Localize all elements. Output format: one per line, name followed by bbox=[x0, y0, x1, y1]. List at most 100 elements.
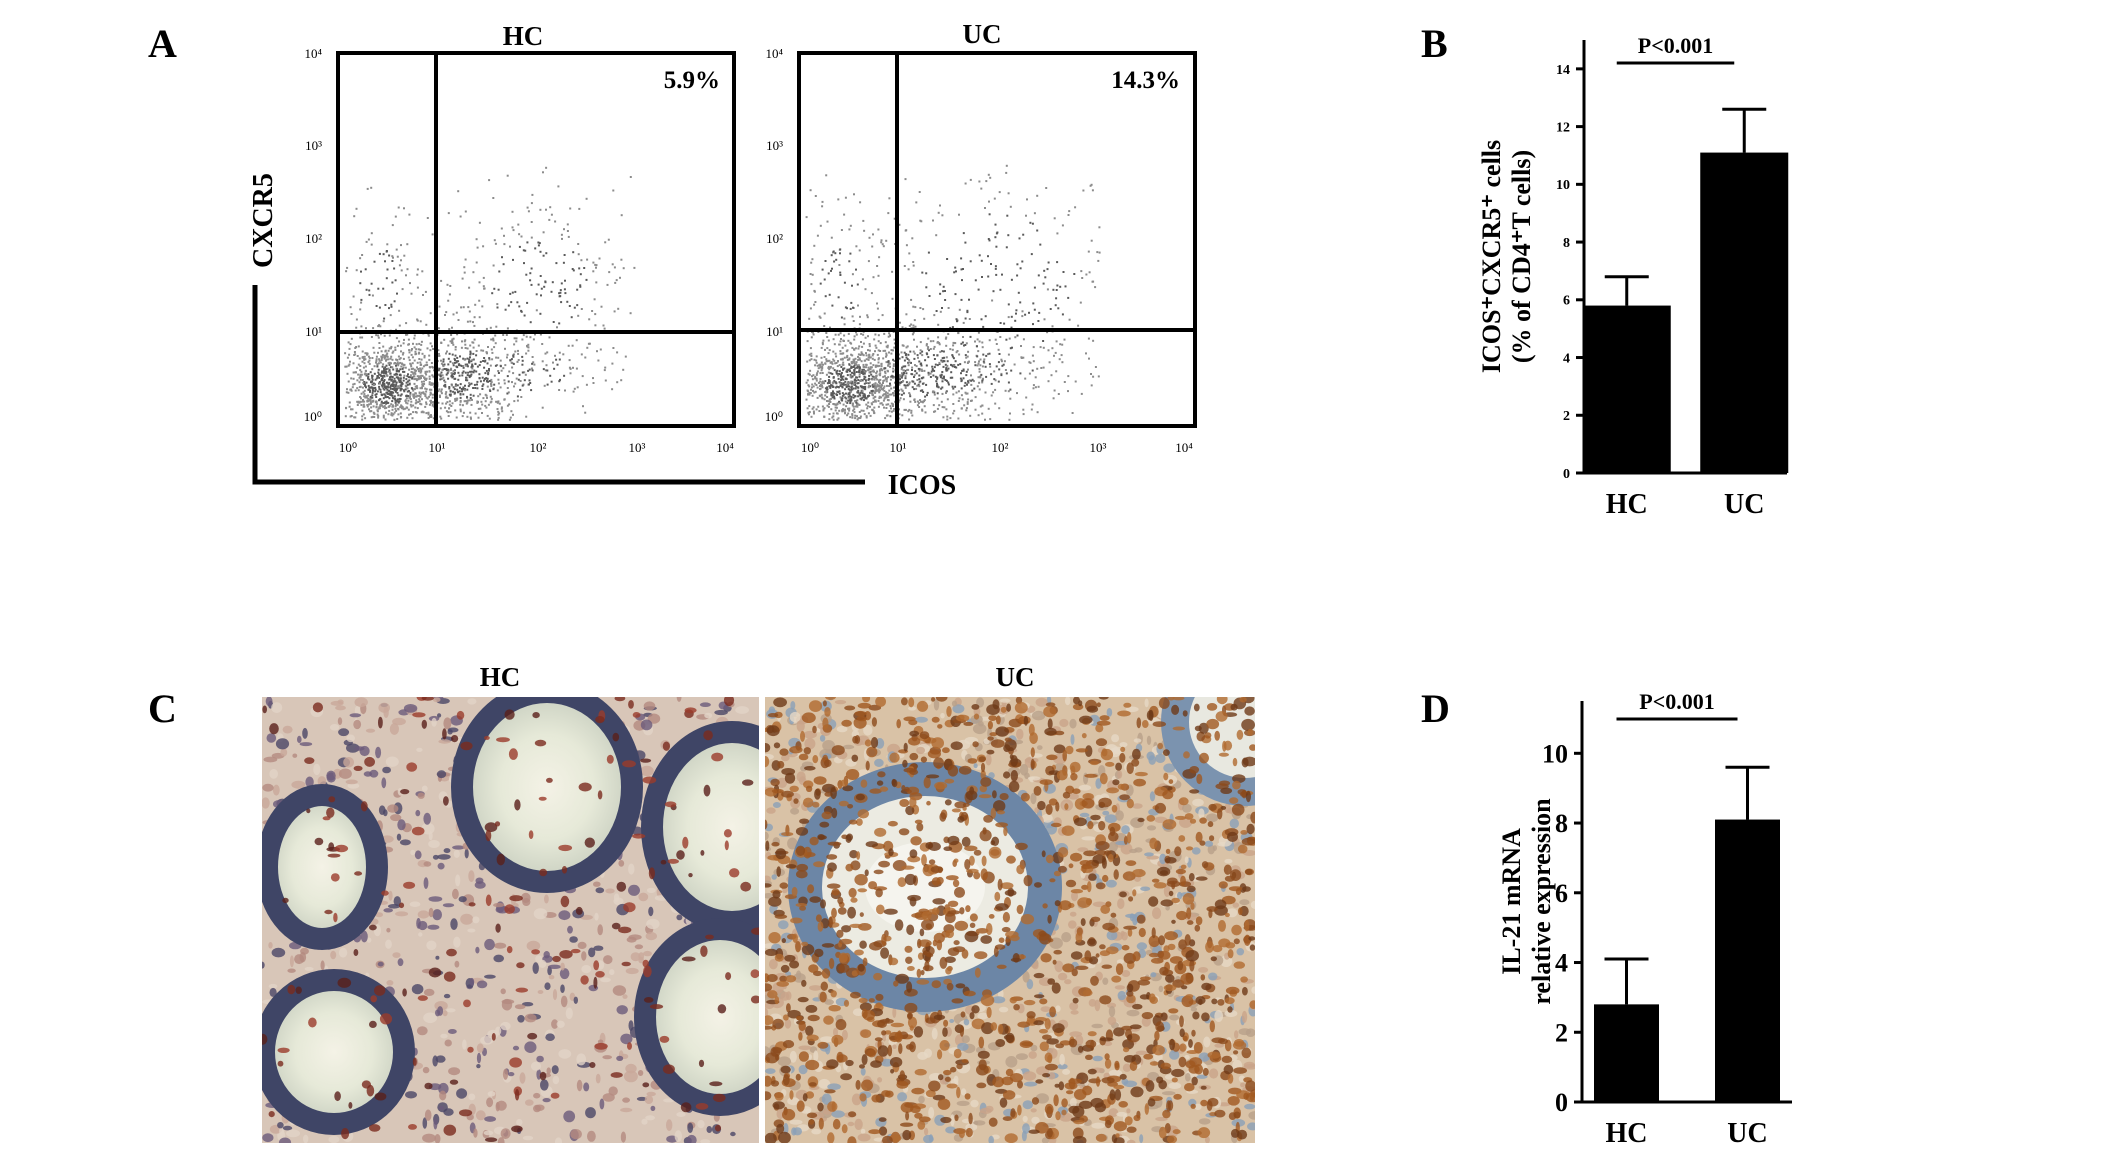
flow-event-dot bbox=[995, 365, 998, 368]
flow-event-dot bbox=[882, 382, 884, 384]
flow-event-dot bbox=[426, 370, 428, 373]
flow-event-dot bbox=[392, 391, 395, 394]
flow-event-dot bbox=[564, 292, 567, 295]
flow-event-dot bbox=[468, 399, 471, 402]
flow-event-dot bbox=[857, 347, 860, 350]
tissue-texture-speck bbox=[451, 735, 459, 743]
flow-event-dot bbox=[931, 365, 934, 368]
tissue-texture-speck bbox=[428, 896, 443, 902]
flow-event-dot bbox=[990, 263, 992, 265]
flow-event-dot bbox=[866, 316, 869, 319]
flow-event-dot bbox=[460, 306, 463, 309]
flow-event-dot bbox=[868, 236, 871, 239]
flow-event-dot bbox=[392, 413, 395, 416]
tissue-texture-speck bbox=[458, 896, 467, 903]
flow-event-dot bbox=[412, 411, 415, 414]
flow-event-dot bbox=[620, 258, 623, 261]
flow-event-dot bbox=[385, 358, 388, 361]
flow-event-dot bbox=[592, 377, 594, 380]
flow-event-dot bbox=[451, 340, 454, 342]
flow-event-dot bbox=[516, 399, 519, 402]
flow-event-dot bbox=[412, 395, 415, 398]
flow-event-dot bbox=[882, 375, 885, 378]
flow-event-dot bbox=[548, 336, 551, 339]
flow-event-dot bbox=[511, 381, 513, 384]
tissue-texture-speck bbox=[437, 1006, 444, 1016]
flow-event-dot bbox=[944, 299, 947, 301]
flow-event-dot bbox=[466, 357, 469, 360]
flow-event-dot bbox=[354, 416, 357, 419]
flow-event-dot bbox=[469, 416, 472, 419]
flow-event-dot bbox=[409, 376, 412, 379]
flow-event-dot bbox=[901, 326, 904, 329]
flow-event-dot bbox=[486, 362, 489, 365]
tissue-texture-speck bbox=[405, 1091, 417, 1099]
flow-event-dot bbox=[352, 295, 355, 298]
flow-event-dot bbox=[841, 358, 844, 361]
flow-event-dot bbox=[530, 221, 533, 223]
flow-event-dot bbox=[893, 360, 896, 362]
flow-event-dot bbox=[1010, 326, 1013, 329]
flow-event-dot bbox=[388, 254, 391, 257]
flow-event-dot bbox=[587, 342, 590, 345]
flow-event-dot bbox=[409, 363, 412, 366]
flow-event-dot bbox=[572, 390, 575, 393]
flow-event-dot bbox=[497, 416, 500, 419]
tissue-texture-speck bbox=[603, 955, 613, 965]
flow-event-dot bbox=[442, 358, 445, 361]
flow-event-dot bbox=[920, 368, 923, 371]
flow-event-dot bbox=[421, 398, 423, 401]
flow-event-dot bbox=[359, 282, 362, 285]
flow-event-dot bbox=[403, 254, 406, 257]
flow-event-dot bbox=[829, 372, 832, 375]
flow-event-dot bbox=[421, 391, 423, 394]
flow-event-dot bbox=[383, 357, 386, 360]
flow-event-dot bbox=[494, 364, 497, 367]
flow-event-dot bbox=[418, 391, 421, 394]
flow-event-dot bbox=[450, 405, 453, 407]
flow-event-dot bbox=[371, 368, 374, 371]
tissue-texture-speck bbox=[1085, 963, 1096, 969]
flow-event-dot bbox=[380, 350, 383, 353]
flow-event-dot bbox=[503, 398, 506, 401]
flow-event-dot bbox=[862, 219, 865, 222]
flow-event-dot bbox=[899, 378, 901, 381]
tissue-texture-speck bbox=[432, 1055, 438, 1067]
flow-event-dot bbox=[392, 397, 395, 400]
flow-event-dot bbox=[887, 395, 890, 398]
flow-event-dot bbox=[391, 400, 394, 403]
flow-event-dot bbox=[500, 369, 503, 372]
flow-event-dot bbox=[439, 396, 441, 398]
flow-event-dot bbox=[476, 246, 479, 249]
flow-event-dot bbox=[516, 360, 519, 363]
flow-event-dot bbox=[865, 354, 868, 357]
tissue-texture-speck bbox=[496, 1100, 507, 1111]
flow-event-dot bbox=[385, 400, 388, 403]
flow-event-dot bbox=[1092, 280, 1095, 283]
flow-event-dot bbox=[987, 275, 990, 278]
flow-event-dot bbox=[604, 241, 607, 244]
flow-event-dot bbox=[353, 215, 356, 218]
flow-event-dot bbox=[841, 392, 844, 395]
flow-event-dot bbox=[411, 376, 414, 379]
flow-event-dot bbox=[1040, 367, 1043, 369]
flow-event-dot bbox=[503, 339, 506, 342]
flow-event-dot bbox=[952, 341, 955, 344]
tissue-texture-speck bbox=[464, 848, 469, 859]
flow-event-dot bbox=[400, 350, 402, 353]
flow-event-dot bbox=[603, 327, 606, 330]
flow-event-dot bbox=[933, 345, 936, 348]
flow-event-dot bbox=[892, 370, 895, 373]
flow-event-dot bbox=[964, 241, 967, 244]
flow-event-dot bbox=[877, 361, 880, 364]
flow-event-dot bbox=[497, 418, 500, 421]
flow-event-dot bbox=[448, 407, 450, 410]
flow-event-dot bbox=[613, 266, 616, 269]
flow-event-dot bbox=[507, 380, 510, 383]
flow-event-dot bbox=[387, 358, 390, 361]
flow-event-dot bbox=[952, 387, 955, 390]
flow-event-dot bbox=[863, 393, 866, 396]
flow-event-dot bbox=[389, 386, 392, 389]
flow-event-dot bbox=[1009, 397, 1012, 400]
flow-event-dot bbox=[488, 388, 491, 391]
